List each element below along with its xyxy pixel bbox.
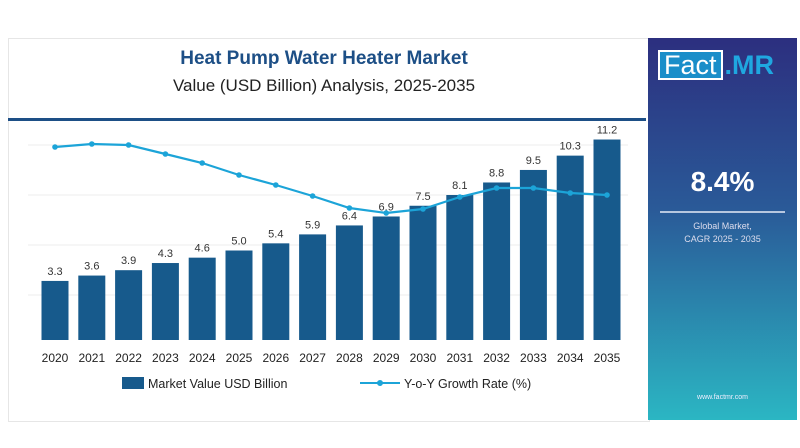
x-tick-label: 2026 (262, 351, 289, 365)
bar (115, 270, 143, 340)
legend-bar-label: Market Value USD Billion (148, 377, 287, 391)
x-tick-label: 2028 (336, 351, 363, 365)
bar (409, 205, 437, 340)
growth-point (89, 141, 95, 147)
chart-plot: 3.3 2020 3.6 2021 3.9 2022 4.3 2023 4.6 2024 5.0 20… (28, 125, 628, 391)
logo-fact: Fact (658, 50, 723, 80)
growth-point (530, 185, 537, 191)
bar-value-label: 5.4 (268, 228, 283, 240)
bar-value-label: 3.6 (84, 261, 99, 273)
growth-point (346, 205, 353, 211)
bar-value-label: 11.2 (597, 125, 618, 137)
x-tick-label: 2035 (594, 351, 621, 365)
x-tick-label: 2022 (115, 351, 142, 365)
bar (446, 195, 474, 340)
legend-bar-swatch (122, 377, 144, 389)
growth-line (54, 142, 608, 215)
bar (262, 243, 290, 340)
bar (372, 216, 400, 340)
bar (41, 280, 69, 340)
bar-value-label: 5.9 (305, 219, 320, 231)
bar-value-label: 10.3 (559, 141, 580, 153)
x-tick-label: 2021 (78, 351, 105, 365)
growth-point (273, 182, 279, 188)
x-tick-label: 2032 (483, 351, 510, 365)
x-tick-label: 2030 (410, 351, 437, 365)
bar-value-label: 5.0 (231, 236, 246, 248)
growth-point (420, 206, 426, 212)
growth-point (604, 192, 610, 198)
growth-point (567, 190, 573, 196)
bar (593, 139, 621, 340)
header-divider (8, 118, 646, 121)
bar-value-label: 6.4 (342, 210, 357, 222)
growth-point (493, 185, 500, 191)
growth-point (309, 193, 316, 199)
x-tick-label: 2027 (299, 351, 326, 365)
chart-title: Heat Pump Water Heater Market (180, 48, 468, 69)
legend-line-label: Y-o-Y Growth Rate (%) (404, 377, 531, 391)
bar-value-label: 3.9 (121, 255, 136, 267)
bar-value-label: 4.3 (158, 248, 173, 260)
growth-point (236, 172, 242, 178)
legend-line-marker (377, 380, 383, 386)
cagr-value: 8.4% (690, 166, 755, 197)
bar (556, 155, 584, 340)
bar-value-label: 7.5 (415, 191, 430, 203)
bar-value-label: 3.3 (47, 266, 62, 278)
bar (151, 263, 179, 340)
bar (519, 169, 547, 340)
bar (335, 225, 363, 340)
growth-point (162, 151, 169, 157)
growth-point (457, 194, 463, 200)
panel-divider (660, 211, 785, 213)
bar-value-label: 8.8 (489, 167, 504, 179)
bar (188, 257, 216, 340)
cagr-panel: Fact .MR 8.4% Global Market, CAGR 2025 -… (648, 38, 797, 420)
cagr-label-line2: CAGR 2025 - 2035 (684, 234, 761, 244)
cagr-label-line1: Global Market, (693, 221, 752, 231)
x-tick-label: 2024 (189, 351, 216, 365)
x-tick-label: 2025 (226, 351, 253, 365)
bar (78, 275, 106, 340)
cagr-label: Global Market, CAGR 2025 - 2035 (648, 220, 797, 246)
bar-value-label: 8.1 (452, 180, 467, 192)
x-tick-label: 2031 (446, 351, 473, 365)
bar-value-label: 4.6 (195, 243, 210, 255)
bar (483, 182, 511, 340)
chart-subtitle: Value (USD Billion) Analysis, 2025-2035 (172, 76, 476, 95)
logo-mr: .MR (724, 50, 775, 80)
x-tick-label: 2020 (42, 351, 69, 365)
bar-value-label: 6.9 (379, 201, 394, 213)
x-tick-label: 2029 (373, 351, 400, 365)
growth-point (383, 210, 390, 216)
growth-point (199, 160, 205, 166)
website-url: www.factmr.com (697, 394, 748, 401)
growth-point (125, 142, 132, 148)
bar (225, 250, 253, 340)
factmr-logo: Fact .MR (658, 50, 774, 80)
bar (299, 234, 327, 340)
growth-point (52, 144, 58, 150)
x-tick-label: 2034 (557, 351, 584, 365)
x-tick-label: 2033 (520, 351, 547, 365)
bar-value-label: 9.5 (526, 155, 541, 167)
x-tick-label: 2023 (152, 351, 179, 365)
